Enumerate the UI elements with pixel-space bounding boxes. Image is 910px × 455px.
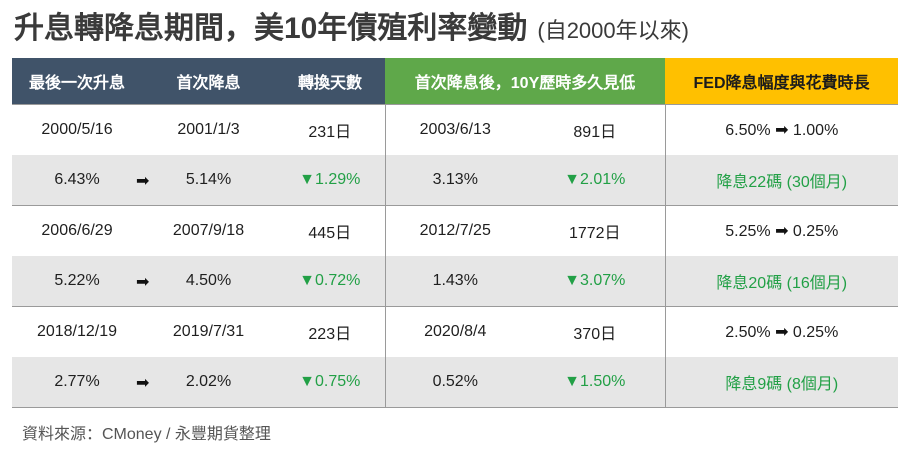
header-days: 轉換天數 <box>275 58 385 105</box>
low-date: 2012/7/25 <box>384 205 525 256</box>
arrow-right-icon: ➡ <box>136 173 150 190</box>
transition-days: 223日 <box>275 306 385 357</box>
fed-rate-change: 2.50% ➡ 0.25% <box>664 306 899 357</box>
low-days: 891日 <box>525 104 666 155</box>
transition-days: 445日 <box>275 205 385 256</box>
header-after-cut-low: 首次降息後，10Y歷時多久見低 <box>385 58 666 105</box>
yield-at-cut: 4.50% <box>185 272 232 289</box>
low-days: 1772日 <box>525 205 666 256</box>
source-note: 資料來源：CMoney / 永豐期貨整理 <box>22 426 271 443</box>
yield-at-cut: 2.02% <box>185 373 232 390</box>
arrow-right-icon: ➡ <box>775 122 789 139</box>
fed-to: 0.25% <box>792 324 839 341</box>
arrow-right-icon: ➡ <box>136 274 150 291</box>
low-days: 370日 <box>525 306 666 357</box>
yield-low: 0.52% <box>384 357 525 408</box>
change-to-low: ▼1.50% <box>525 357 666 408</box>
header-fed: FED降息幅度與花費時長 <box>665 58 899 105</box>
yield-at-hike: 5.22% <box>12 256 142 307</box>
yield-at-cut-cell: ➡ 4.50% <box>136 256 275 307</box>
first-cut-date: 2019/7/31 <box>142 306 275 357</box>
transition-days: 231日 <box>275 104 385 155</box>
table-row: 2018/12/19 2019/7/31 223日 2020/8/4 370日 … <box>12 306 899 357</box>
yield-change: ▼1.29% <box>275 155 385 206</box>
fed-from: 5.25% <box>725 223 771 240</box>
table-row: 2.77% ➡ 2.02% ▼0.75% 0.52% ▼1.50% 降息9碼 (… <box>12 357 899 408</box>
yield-at-hike: 2.77% <box>12 357 142 408</box>
title-sub: (自2000年以來) <box>537 18 689 43</box>
header-first-cut: 首次降息 <box>142 58 275 105</box>
cut-description: 降息20碼 (16個月) <box>664 256 899 307</box>
arrow-right-icon: ➡ <box>136 375 150 392</box>
low-date: 2020/8/4 <box>384 306 525 357</box>
change-to-low: ▼3.07% <box>525 256 666 307</box>
cut-description: 降息9碼 (8個月) <box>664 357 899 408</box>
yield-low: 1.43% <box>384 256 525 307</box>
header-row: 最後一次升息 首次降息 轉換天數 首次降息後，10Y歷時多久見低 FED降息幅度… <box>12 58 899 105</box>
yield-table: 最後一次升息 首次降息 轉換天數 首次降息後，10Y歷時多久見低 FED降息幅度… <box>12 58 899 408</box>
first-cut-date: 2001/1/3 <box>142 104 275 155</box>
yield-at-hike: 6.43% <box>12 155 142 206</box>
table-row: 2006/6/29 2007/9/18 445日 2012/7/25 1772日… <box>12 205 899 256</box>
yield-change: ▼0.75% <box>275 357 385 408</box>
yield-change: ▼0.72% <box>275 256 385 307</box>
first-cut-date: 2007/9/18 <box>142 205 275 256</box>
yield-low: 3.13% <box>384 155 525 206</box>
fed-rate-change: 5.25% ➡ 0.25% <box>664 205 899 256</box>
yield-at-cut-cell: ➡ 5.14% <box>136 155 275 206</box>
fed-from: 2.50% <box>725 324 771 341</box>
table-row: 2000/5/16 2001/1/3 231日 2003/6/13 891日 6… <box>12 104 899 155</box>
fed-from: 6.50% <box>725 122 771 139</box>
table-row: 5.22% ➡ 4.50% ▼0.72% 1.43% ▼3.07% 降息20碼 … <box>12 256 899 307</box>
yield-at-cut-cell: ➡ 2.02% <box>136 357 275 408</box>
fed-rate-change: 6.50% ➡ 1.00% <box>664 104 899 155</box>
low-date: 2003/6/13 <box>384 104 525 155</box>
table-row: 6.43% ➡ 5.14% ▼1.29% 3.13% ▼2.01% 降息22碼 … <box>12 155 899 206</box>
page-title: 升息轉降息期間，美10年債殖利率變動 (自2000年以來) <box>14 8 689 50</box>
last-hike-date: 2006/6/29 <box>12 205 142 256</box>
change-to-low: ▼2.01% <box>525 155 666 206</box>
fed-to: 1.00% <box>792 122 839 139</box>
cut-description: 降息22碼 (30個月) <box>664 155 899 206</box>
header-last-hike: 最後一次升息 <box>12 58 142 105</box>
last-hike-date: 2018/12/19 <box>12 306 142 357</box>
fed-to: 0.25% <box>792 223 839 240</box>
last-hike-date: 2000/5/16 <box>12 104 142 155</box>
arrow-right-icon: ➡ <box>775 223 789 240</box>
arrow-right-icon: ➡ <box>775 324 789 341</box>
title-main: 升息轉降息期間，美10年債殖利率變動 <box>14 12 528 45</box>
yield-at-cut: 5.14% <box>185 171 232 188</box>
